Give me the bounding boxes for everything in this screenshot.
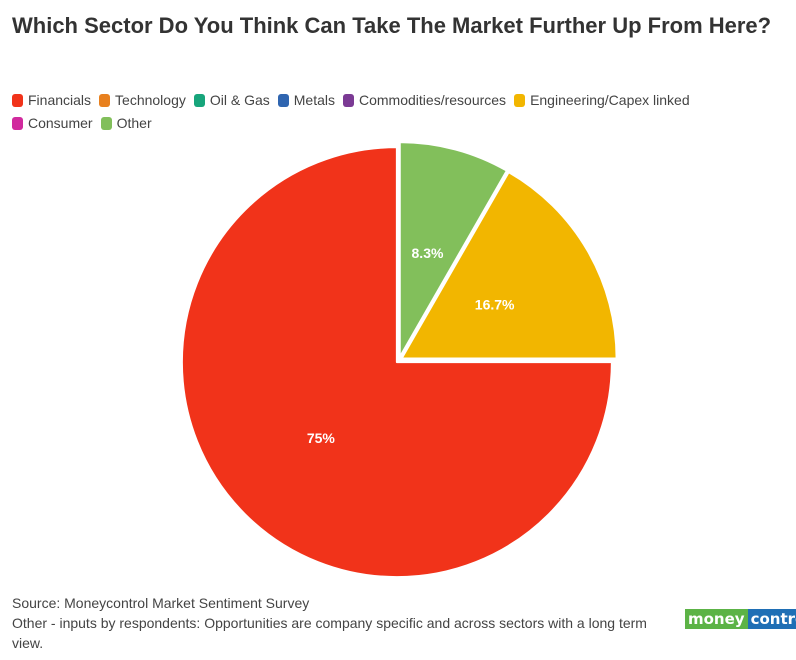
legend-swatch [343, 94, 354, 107]
legend-item[interactable]: Consumer [12, 113, 93, 134]
legend-item[interactable]: Oil & Gas [193, 90, 270, 111]
legend-item[interactable]: Engineering/Capex linked [514, 90, 690, 111]
pie-chart: 8.3% 16.7% 75% [180, 141, 618, 579]
legend-label: Other [116, 115, 152, 131]
legend-label: Financials [28, 92, 92, 108]
slice-label: 16.7% [475, 297, 515, 313]
legend: Financials Technology Oil & Gas Metals Commo… [12, 90, 772, 136]
legend-label: Technology [115, 92, 186, 108]
legend-swatch [514, 94, 526, 107]
legend-label: Oil & Gas [209, 92, 270, 108]
legend-label: Metals [293, 92, 335, 108]
legend-item[interactable]: Metals [277, 90, 335, 111]
source-note: Source: Moneycontrol Market Sentiment Su… [12, 595, 310, 611]
legend-swatch [193, 94, 205, 107]
pie-slice-engineering-capex-linked[interactable] [400, 171, 618, 360]
pie-slice-other[interactable] [398, 141, 508, 359]
legend-item[interactable]: Commodities/resources [343, 90, 506, 111]
legend-swatch [12, 117, 23, 130]
legend-swatch [12, 94, 23, 107]
legend-swatch [277, 94, 289, 107]
moneycontrol-logo: moneycontrol [685, 609, 796, 629]
slice-label: 8.3% [412, 245, 444, 261]
slice-label: 75% [307, 430, 336, 446]
legend-swatch [99, 94, 111, 107]
legend-label: Consumer [28, 115, 93, 131]
chart-title: Which Sector Do You Think Can Take The M… [12, 13, 772, 38]
legend-item[interactable]: Financials [12, 90, 91, 111]
legend-label: Engineering/Capex linked [530, 92, 690, 108]
legend-item[interactable]: Technology [99, 90, 186, 111]
legend-label: Commodities/resources [359, 92, 507, 108]
legend-swatch [100, 117, 112, 130]
legend-item[interactable]: Other [100, 113, 152, 134]
pie-slice-financials[interactable] [180, 146, 613, 579]
footnote: Other - inputs by respondents: Opportuni… [12, 615, 647, 651]
